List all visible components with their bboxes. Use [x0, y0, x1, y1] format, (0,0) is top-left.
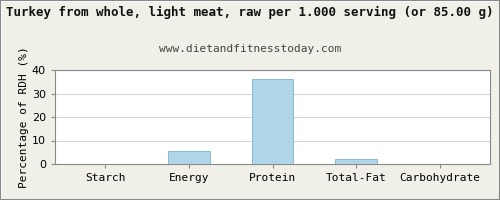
Bar	[252, 79, 294, 164]
Y-axis label: Percentage of RDH (%): Percentage of RDH (%)	[19, 46, 29, 188]
Text: www.dietandfitnesstoday.com: www.dietandfitnesstoday.com	[159, 44, 341, 54]
Bar	[168, 151, 210, 164]
Bar	[335, 159, 377, 164]
Text: Turkey from whole, light meat, raw per 1.000 serving (or 85.00 g): Turkey from whole, light meat, raw per 1…	[6, 6, 494, 19]
